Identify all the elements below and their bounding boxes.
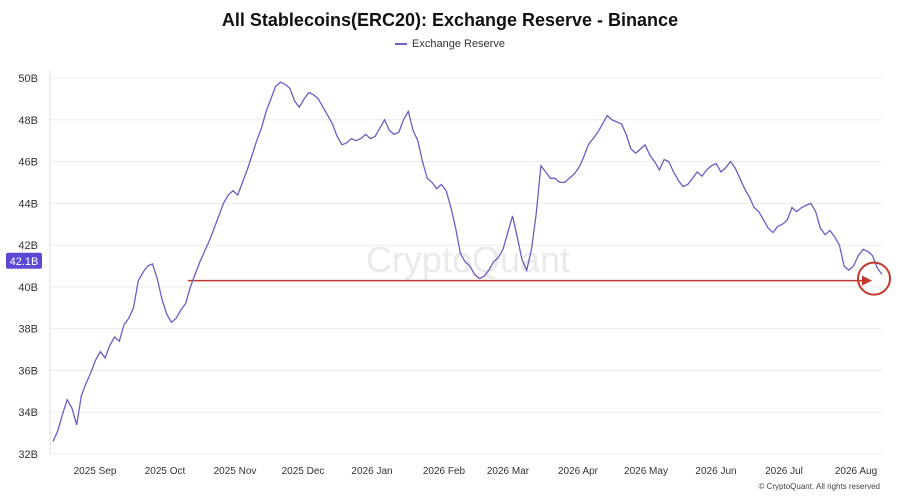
x-tick-label: 2026 Jun [695, 466, 736, 477]
x-tick-label: 2026 May [624, 466, 668, 477]
y-tick-label: 42B [18, 240, 38, 252]
copyright-credit: © CryptoQuant. All rights reserved [758, 482, 881, 491]
x-tick-label: 2026 Jan [351, 466, 392, 477]
x-tick-label: 2025 Sep [74, 466, 117, 477]
x-tick-label: 2025 Dec [282, 466, 325, 477]
highlight-circle [857, 261, 891, 296]
y-axis-labels: 32B 34B 36B 38B 40B 42B 44B 46B 48B 50B [18, 73, 38, 461]
chart-grid [49, 70, 882, 455]
legend-label: Exchange Reserve [412, 38, 505, 50]
y-tick-label: 38B [18, 324, 38, 336]
x-tick-label: 2026 Mar [487, 466, 530, 477]
current-value-badge: 42.1B [6, 252, 42, 269]
current-value-label: 42.1B [10, 256, 39, 268]
y-tick-label: 48B [18, 115, 38, 127]
y-tick-label: 44B [18, 198, 38, 210]
x-tick-label: 2026 Jul [765, 466, 803, 477]
y-tick-label: 50B [18, 73, 38, 85]
x-axis-labels: 2025 Sep 2025 Oct 2025 Nov 2025 Dec 2026 Jan… [74, 466, 878, 477]
exchange-reserve-line [52, 81, 883, 442]
legend-swatch [395, 43, 408, 46]
y-tick-label: 34B [18, 407, 38, 419]
reference-arrow [862, 275, 872, 286]
current-value-badge-bg [6, 252, 42, 269]
x-tick-label: 2026 Feb [423, 466, 466, 477]
y-tick-label: 36B [18, 365, 38, 377]
watermark-text: CryptoQuant [366, 239, 570, 280]
x-tick-label: 2026 Aug [835, 466, 877, 477]
chart-title: All Stablecoins(ERC20): Exchange Reserve… [221, 10, 679, 30]
y-tick-label: 46B [18, 157, 38, 169]
x-tick-label: 2025 Oct [145, 466, 186, 477]
chart-legend[interactable]: Exchange Reserve [0, 38, 900, 50]
y-tick-label: 32B [18, 449, 38, 461]
x-tick-label: 2025 Nov [214, 466, 257, 477]
y-tick-label: 40B [18, 282, 38, 294]
x-tick-label: 2026 Apr [558, 466, 599, 477]
